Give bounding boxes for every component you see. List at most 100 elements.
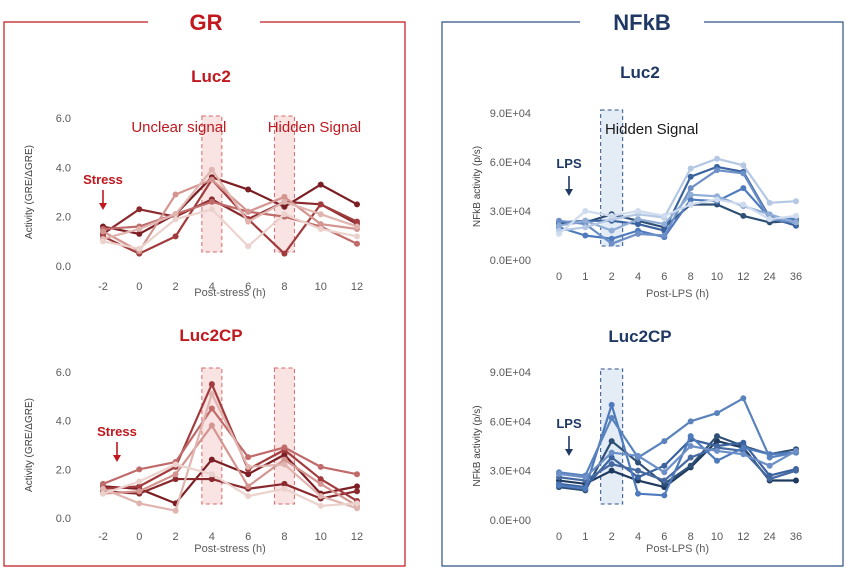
x-tick-label: 2 bbox=[173, 281, 179, 293]
data-point bbox=[354, 483, 360, 490]
data-point bbox=[793, 467, 799, 474]
series-line bbox=[102, 200, 358, 245]
data-point bbox=[281, 461, 288, 468]
data-point bbox=[793, 212, 799, 219]
y-tick-label: 6.0 bbox=[56, 367, 71, 379]
data-point bbox=[635, 459, 641, 466]
x-tick-label: 6 bbox=[245, 281, 251, 293]
y-tick-label: 9.0E+04 bbox=[490, 367, 531, 379]
data-point bbox=[354, 505, 360, 512]
data-point bbox=[582, 485, 589, 492]
y-tick-label: 0.0 bbox=[56, 513, 71, 525]
data-point bbox=[136, 245, 143, 252]
data-point bbox=[661, 221, 668, 228]
data-point bbox=[714, 457, 720, 464]
series-line bbox=[558, 203, 797, 229]
y-tick-label: 4.0 bbox=[56, 162, 71, 174]
data-point bbox=[556, 217, 562, 224]
y-tick-label: 0.0 bbox=[56, 261, 71, 273]
data-point bbox=[317, 211, 324, 218]
marker-arrow-head bbox=[99, 203, 107, 210]
data-point bbox=[136, 466, 143, 473]
data-point bbox=[208, 471, 215, 478]
data-point bbox=[281, 250, 288, 257]
data-point bbox=[687, 196, 694, 203]
data-point bbox=[635, 490, 641, 497]
data-point bbox=[245, 471, 252, 478]
x-tick-label: 6 bbox=[661, 531, 667, 543]
data-point bbox=[208, 206, 215, 213]
data-point bbox=[740, 212, 747, 219]
y-tick-label: 3.0E+04 bbox=[490, 466, 531, 478]
x-tick-label: -2 bbox=[98, 281, 108, 293]
x-axis-label: Post-LPS (h) bbox=[646, 543, 709, 555]
x-tick-label: -2 bbox=[98, 531, 108, 543]
data-point bbox=[281, 198, 288, 205]
data-point bbox=[245, 208, 252, 215]
nfkb-luc2-chart: Luc2 Hidden Signal 0.0E+00 3.0E+04 6.0E+04 9.… bbox=[472, 63, 802, 300]
series-line bbox=[102, 198, 358, 235]
data-point bbox=[281, 211, 288, 218]
data-point bbox=[687, 433, 694, 440]
series-line bbox=[102, 392, 358, 512]
x-tick-label: 10 bbox=[711, 531, 723, 543]
x-tick-label: 4 bbox=[635, 271, 641, 283]
marker-arrow-head bbox=[565, 449, 573, 456]
data-point bbox=[136, 226, 143, 232]
series-line bbox=[558, 187, 797, 240]
data-point bbox=[582, 232, 589, 239]
series-line bbox=[558, 403, 797, 497]
data-point bbox=[208, 476, 215, 483]
data-point bbox=[714, 155, 720, 162]
data-point bbox=[172, 471, 179, 478]
data-point bbox=[608, 454, 615, 461]
x-tick-label: 1 bbox=[582, 531, 588, 543]
data-point bbox=[317, 476, 324, 483]
data-point bbox=[281, 456, 288, 463]
data-point bbox=[317, 463, 324, 470]
data-point bbox=[245, 493, 252, 500]
data-point bbox=[687, 173, 694, 180]
x-tick-label: 36 bbox=[790, 271, 802, 283]
data-point bbox=[556, 470, 562, 477]
x-tick-label: 6 bbox=[661, 271, 667, 283]
data-point bbox=[793, 477, 799, 484]
data-point bbox=[208, 176, 215, 183]
x-tick-label: 6 bbox=[245, 531, 251, 543]
data-point bbox=[354, 218, 360, 225]
data-point bbox=[136, 500, 143, 507]
data-point bbox=[635, 230, 641, 237]
data-point bbox=[354, 500, 360, 507]
data-point bbox=[661, 462, 668, 469]
marker-label: LPS bbox=[556, 416, 582, 431]
data-point bbox=[687, 443, 694, 449]
x-tick-label: 2 bbox=[609, 271, 615, 283]
data-point bbox=[245, 186, 252, 193]
data-point bbox=[687, 201, 694, 208]
y-tick-label: 0.0E+00 bbox=[490, 255, 531, 267]
data-point bbox=[766, 199, 773, 206]
series-line bbox=[558, 444, 797, 479]
data-point bbox=[582, 224, 589, 231]
x-tick-label: 10 bbox=[315, 531, 327, 543]
data-point bbox=[281, 480, 288, 487]
x-tick-label: 12 bbox=[737, 271, 749, 283]
data-point bbox=[740, 444, 747, 451]
data-point bbox=[245, 218, 252, 225]
y-tick-label: 6.0 bbox=[56, 113, 71, 125]
data-point bbox=[136, 478, 143, 485]
data-point bbox=[136, 230, 143, 237]
data-point bbox=[582, 474, 589, 481]
series-line bbox=[558, 397, 797, 477]
data-point bbox=[556, 482, 562, 489]
x-tick-label: 12 bbox=[351, 281, 363, 293]
nfkb-panel-title: NFkB bbox=[613, 10, 670, 35]
data-point bbox=[208, 456, 215, 463]
data-point bbox=[354, 488, 360, 495]
data-point bbox=[317, 221, 324, 228]
series-line bbox=[102, 168, 358, 240]
data-point bbox=[635, 208, 641, 214]
data-point bbox=[317, 480, 324, 487]
marker-label: Stress bbox=[97, 424, 137, 439]
series-line bbox=[102, 383, 358, 502]
